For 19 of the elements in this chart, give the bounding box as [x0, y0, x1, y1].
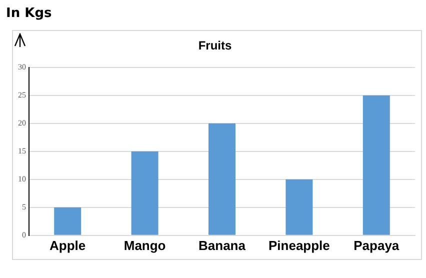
y-tick-label: 25	[18, 90, 26, 100]
x-tick-label: Pineapple	[268, 238, 330, 253]
bar	[54, 207, 82, 235]
x-tick-label: Mango	[124, 238, 166, 253]
y-tick-label: 30	[18, 62, 26, 72]
bar	[286, 179, 313, 235]
x-tick-label: Papaya	[354, 238, 400, 253]
y-tick-label: 0	[22, 230, 26, 240]
x-tick-label: Apple	[50, 238, 86, 253]
bar	[362, 95, 390, 235]
y-tick-label: 10	[18, 174, 26, 184]
y-axis-title: In Kgs	[6, 6, 52, 21]
y-tick-label: 15	[18, 146, 26, 156]
bar	[208, 123, 236, 235]
y-tick-label: 20	[18, 118, 26, 128]
chart-title: Fruits	[198, 38, 232, 53]
bar	[131, 151, 158, 235]
x-tick-label: Banana	[198, 238, 246, 253]
y-tick-label: 5	[22, 202, 26, 212]
